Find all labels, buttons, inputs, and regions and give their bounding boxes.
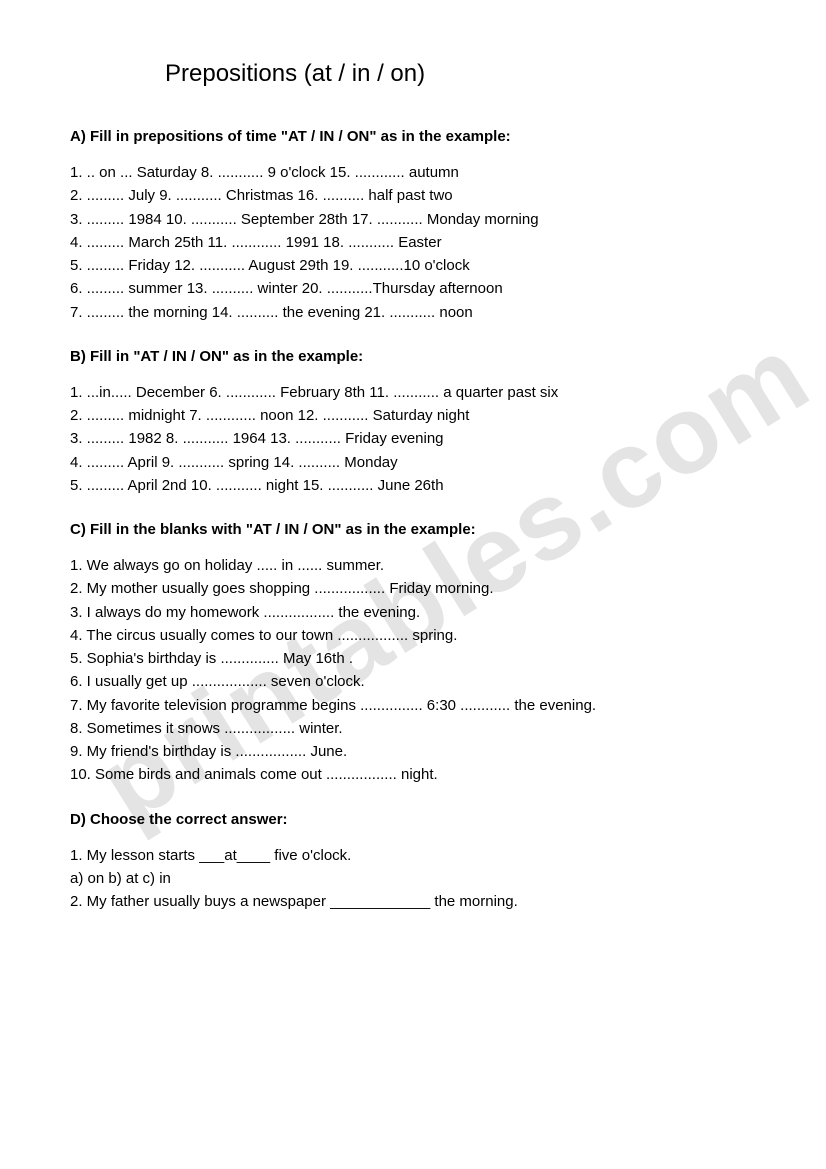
section-c-line: 7. My favorite television programme begi… (70, 694, 756, 717)
section-d-line: 1. My lesson starts ___at____ five o'clo… (70, 844, 756, 867)
section-a-line: 6. ......... summer 13. .......... winte… (70, 277, 756, 300)
section-b-header: B) Fill in "AT / IN / ON" as in the exam… (70, 348, 756, 365)
section-c-line: 9. My friend's birthday is .............… (70, 740, 756, 763)
section-c-line: 4. The circus usually comes to our town … (70, 624, 756, 647)
section-a-header: A) Fill in prepositions of time "AT / IN… (70, 128, 756, 145)
section-b-line: 2. ......... midnight 7. ............ no… (70, 404, 756, 427)
section-b-line: 1. ...in..... December 6. ............ F… (70, 381, 756, 404)
section-d-header: D) Choose the correct answer: (70, 811, 756, 828)
section-d-line: 2. My father usually buys a newspaper __… (70, 890, 756, 913)
worksheet-title: Prepositions (at / in / on) (165, 60, 756, 88)
section-a-line: 1. .. on ... Saturday 8. ........... 9 o… (70, 161, 756, 184)
section-c-line: 2. My mother usually goes shopping .....… (70, 577, 756, 600)
section-b-line: 4. ......... April 9. ........... spring… (70, 451, 756, 474)
section-c-line: 8. Sometimes it snows ................. … (70, 717, 756, 740)
section-b-line: 5. ......... April 2nd 10. ........... n… (70, 474, 756, 497)
section-c-line: 1. We always go on holiday ..... in ....… (70, 554, 756, 577)
section-a-line: 3. ......... 1984 10. ........... Septem… (70, 208, 756, 231)
section-c-line: 5. Sophia's birthday is .............. M… (70, 647, 756, 670)
section-c-header: C) Fill in the blanks with "AT / IN / ON… (70, 521, 756, 538)
section-c-line: 6. I usually get up .................. s… (70, 670, 756, 693)
worksheet-page: Prepositions (at / in / on) A) Fill in p… (0, 0, 826, 953)
section-a-line: 2. ......... July 9. ........... Christm… (70, 184, 756, 207)
section-b-line: 3. ......... 1982 8. ........... 1964 13… (70, 427, 756, 450)
section-a-line: 5. ......... Friday 12. ........... Augu… (70, 254, 756, 277)
section-c-line: 3. I always do my homework .............… (70, 601, 756, 624)
section-d-line: a) on b) at c) in (70, 867, 756, 890)
section-a-line: 4. ......... March 25th 11. ............… (70, 231, 756, 254)
section-c-line: 10. Some birds and animals come out ....… (70, 763, 756, 786)
section-a-line: 7. ......... the morning 14. .......... … (70, 301, 756, 324)
